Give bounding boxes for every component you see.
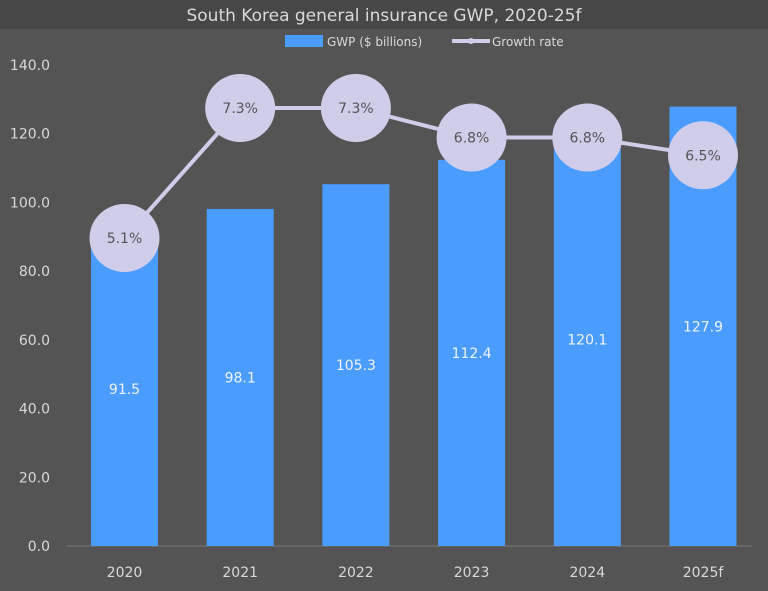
legend-label-growth: Growth rate [492, 35, 564, 49]
y-tick-label: 40.0 [19, 402, 50, 418]
bar-2023 [438, 159, 506, 546]
y-tick-label: 0.0 [28, 539, 50, 555]
y-tick-label: 120.0 [10, 127, 50, 143]
x-tick-label: 2020 [107, 565, 143, 581]
x-tick-label: 2021 [222, 565, 258, 581]
legend-label-gwp: GWP ($ billions) [327, 35, 422, 49]
legend-marker-growth [468, 38, 474, 44]
bar-2024 [553, 133, 621, 546]
bar-2021 [206, 208, 274, 546]
bar-2020 [91, 231, 158, 546]
growth-label: 6.8% [454, 131, 490, 147]
growth-label: 7.3% [338, 101, 374, 117]
bar-label: 98.1 [225, 370, 256, 386]
growth-marker-2024 [552, 103, 623, 172]
chart-title: South Korea general insurance GWP, 2020-… [186, 6, 582, 26]
bar-label: 91.5 [109, 382, 140, 398]
growth-label: 6.8% [570, 131, 606, 147]
growth-marker-2021 [205, 74, 276, 142]
growth-marker-2022 [320, 74, 391, 142]
bar-label: 112.4 [452, 346, 492, 362]
growth-marker-2023 [436, 103, 507, 172]
bar-label: 127.9 [683, 319, 723, 335]
x-tick-label: 2022 [338, 565, 374, 581]
y-tick-label: 20.0 [19, 470, 50, 486]
x-tick-label: 2023 [454, 565, 490, 581]
growth-marker-2025f [668, 121, 738, 190]
bar-2022 [322, 184, 390, 546]
y-tick-label: 60.0 [19, 333, 50, 349]
growth-label: 6.5% [685, 148, 721, 164]
growth-marker-2020 [89, 204, 160, 273]
bar-label: 105.3 [336, 358, 376, 374]
growth-label: 7.3% [222, 101, 258, 117]
x-tick-label: 2025f [683, 565, 725, 581]
x-tick-label: 2024 [569, 565, 605, 581]
y-tick-label: 100.0 [10, 195, 50, 211]
legend: GWP ($ billions) Growth rate [285, 35, 564, 49]
legend-swatch-gwp [285, 35, 323, 47]
title-band [0, 0, 768, 29]
y-tick-label: 140.0 [10, 58, 50, 74]
bar-label: 120.1 [567, 333, 607, 349]
growth-label: 5.1% [107, 231, 143, 247]
y-tick-label: 80.0 [19, 264, 50, 280]
